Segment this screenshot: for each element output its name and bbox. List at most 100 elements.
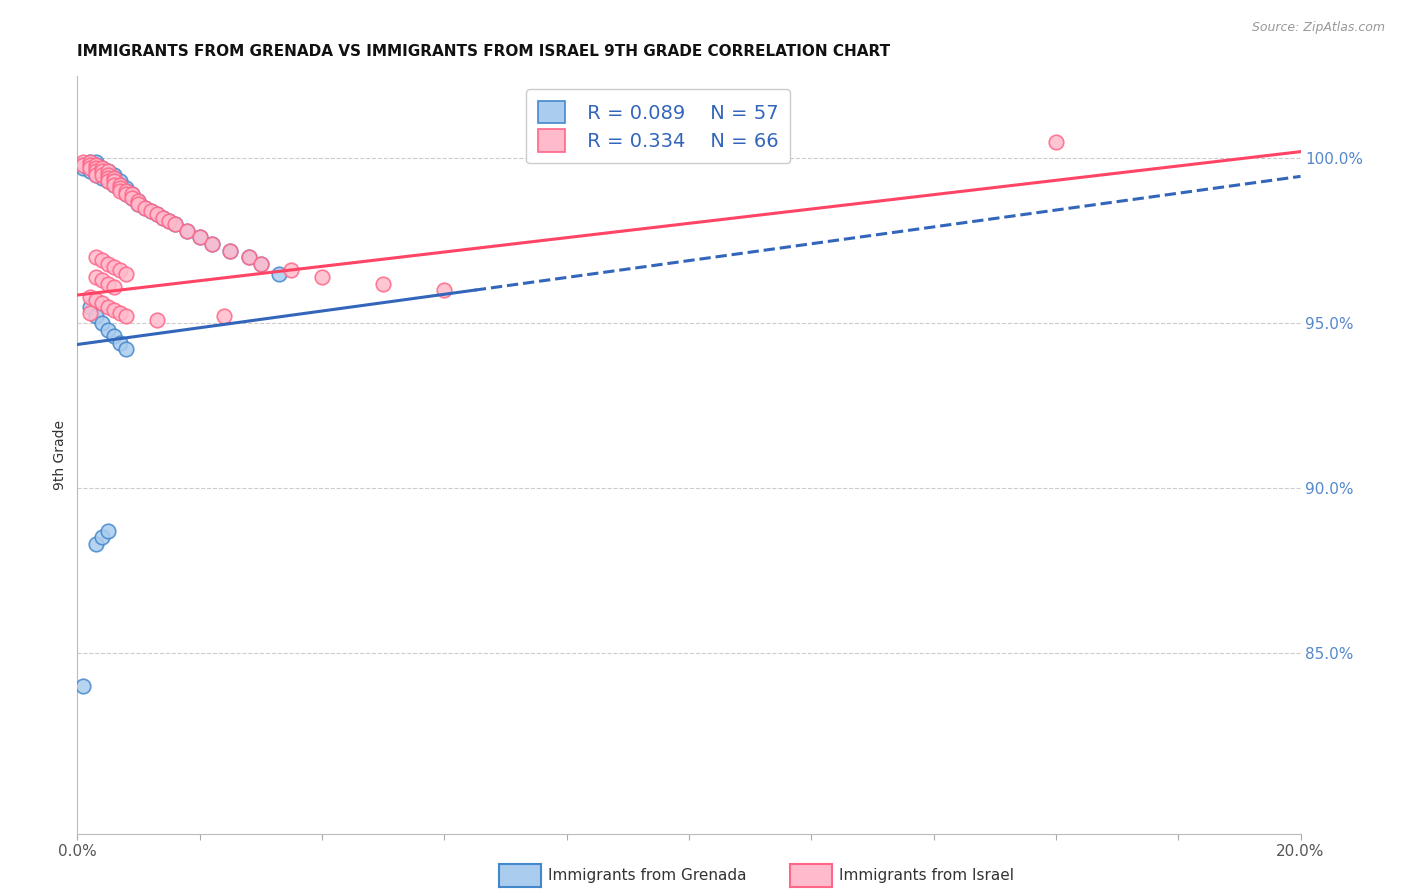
Point [1045,135,1067,149]
Point [103,171,125,186]
Point [201,236,224,251]
Point [219,244,242,258]
Point [103,168,125,182]
Point [108,306,131,320]
Point [84,158,107,172]
Point [84,158,107,172]
Point [84,154,107,169]
Point [108,178,131,192]
Point [84,164,107,178]
Text: Immigrants from Israel: Immigrants from Israel [839,869,1014,883]
Point [79,161,101,175]
Point [84,269,107,284]
Point [90,171,112,186]
Point [188,230,211,244]
Point [212,310,235,324]
Point [115,184,138,198]
Point [115,310,138,324]
Point [90,161,112,175]
Point [90,316,112,330]
Point [152,211,174,225]
Point [103,178,125,192]
Point [127,197,149,211]
Point [311,269,333,284]
Point [90,164,112,178]
Point [97,171,120,186]
Point [72,679,94,693]
Point [115,181,138,195]
Point [238,250,260,264]
Point [115,184,138,198]
Point [115,187,138,202]
Point [108,178,131,192]
Point [72,154,94,169]
Point [157,214,180,228]
Point [90,164,112,178]
Point [79,306,101,320]
Point [84,164,107,178]
Point [90,273,112,287]
Point [108,181,131,195]
Point [79,158,101,172]
Point [90,296,112,310]
Point [90,161,112,175]
Point [97,257,120,271]
Point [433,283,456,297]
Point [97,323,120,337]
Point [79,158,101,172]
Point [108,174,131,188]
Point [127,197,149,211]
Point [134,201,156,215]
Point [219,244,242,258]
Text: Source: ZipAtlas.com: Source: ZipAtlas.com [1251,21,1385,35]
Point [121,187,143,202]
Point [103,280,125,294]
Point [79,154,101,169]
Y-axis label: 9th Grade: 9th Grade [53,420,67,490]
Point [134,201,156,215]
Point [97,277,120,291]
Point [146,207,169,221]
Point [121,191,143,205]
Point [188,230,211,244]
Point [165,217,187,231]
Point [115,343,138,357]
Text: IMMIGRANTS FROM GRENADA VS IMMIGRANTS FROM ISRAEL 9TH GRADE CORRELATION CHART: IMMIGRANTS FROM GRENADA VS IMMIGRANTS FR… [77,45,890,60]
Point [152,211,174,225]
Point [238,250,260,264]
Point [79,300,101,314]
Point [269,267,291,281]
Point [90,530,112,544]
Point [103,171,125,186]
Point [79,161,101,175]
Point [79,154,101,169]
Point [176,224,198,238]
Point [146,312,169,326]
Point [115,187,138,202]
Point [108,335,131,350]
Legend:  R = 0.089    N = 57,  R = 0.334    N = 66: R = 0.089 N = 57, R = 0.334 N = 66 [526,89,790,163]
Point [72,158,94,172]
Point [90,168,112,182]
Point [127,194,149,208]
Point [84,250,107,264]
Point [157,214,180,228]
Point [165,217,187,231]
Point [250,257,273,271]
Point [97,168,120,182]
Point [103,329,125,343]
Point [97,524,120,538]
Point [115,267,138,281]
Point [103,302,125,317]
Point [280,263,302,277]
Point [108,263,131,277]
Point [84,168,107,182]
Point [250,257,273,271]
Point [79,164,101,178]
Point [103,174,125,188]
Point [371,277,394,291]
Point [139,204,162,219]
Point [127,194,149,208]
Point [97,171,120,186]
Point [84,537,107,551]
